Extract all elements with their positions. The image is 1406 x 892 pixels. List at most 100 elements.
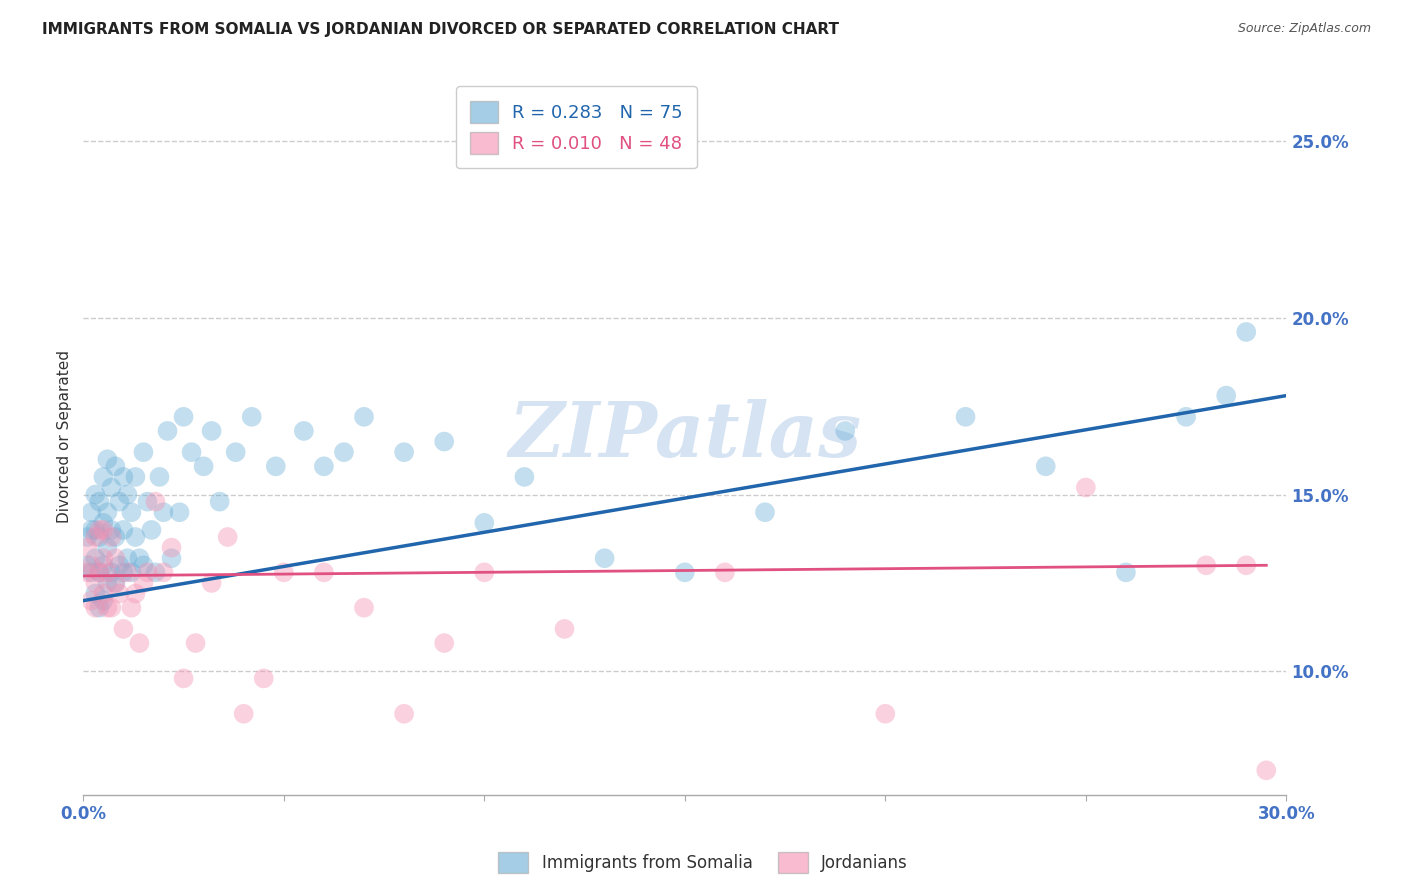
Point: [312, 566, 335, 580]
Text: ZIPatlas: ZIPatlas: [508, 400, 862, 474]
Point: [145, 494, 167, 508]
Point: [117, 487, 139, 501]
Point: [96, 505, 118, 519]
Point: [100, 523, 122, 537]
Point: [120, 566, 142, 580]
Legend: R = 0.283   N = 75, R = 0.010   N = 48: R = 0.283 N = 75, R = 0.010 N = 48: [456, 87, 697, 169]
Point: [84, 530, 107, 544]
Point: [100, 481, 122, 495]
Point: [93, 516, 115, 530]
Point: [84, 586, 107, 600]
Point: [120, 505, 142, 519]
Point: [89, 494, 111, 508]
Point: [112, 622, 135, 636]
Point: [156, 424, 179, 438]
Point: [513, 470, 536, 484]
Point: [93, 558, 115, 573]
Point: [80, 593, 103, 607]
Point: [173, 672, 195, 686]
Point: [128, 551, 150, 566]
Point: [108, 586, 131, 600]
Point: [84, 600, 107, 615]
Point: [96, 566, 118, 580]
Point: [104, 576, 127, 591]
Point: [160, 541, 183, 555]
Point: [93, 523, 115, 537]
Point: [240, 409, 263, 424]
Point: [433, 434, 456, 449]
Point: [136, 566, 159, 580]
Point: [673, 566, 696, 580]
Point: [141, 523, 163, 537]
Point: [217, 530, 239, 544]
Point: [104, 551, 127, 566]
Point: [173, 409, 195, 424]
Point: [132, 576, 155, 591]
Point: [353, 409, 375, 424]
Point: [292, 424, 315, 438]
Point: [232, 706, 254, 721]
Point: [193, 459, 215, 474]
Point: [100, 566, 122, 580]
Point: [89, 566, 111, 580]
Point: [201, 424, 224, 438]
Point: [148, 470, 170, 484]
Point: [1035, 459, 1057, 474]
Point: [132, 558, 155, 573]
Point: [76, 558, 98, 573]
Point: [80, 523, 103, 537]
Point: [136, 494, 159, 508]
Point: [89, 566, 111, 580]
Point: [96, 576, 118, 591]
Point: [76, 566, 98, 580]
Point: [108, 558, 131, 573]
Point: [93, 586, 115, 600]
Point: [472, 516, 495, 530]
Text: Source: ZipAtlas.com: Source: ZipAtlas.com: [1237, 22, 1371, 36]
Point: [132, 445, 155, 459]
Point: [593, 551, 616, 566]
Point: [84, 523, 107, 537]
Point: [152, 505, 174, 519]
Point: [353, 600, 375, 615]
Point: [96, 541, 118, 555]
Point: [169, 505, 191, 519]
Point: [80, 566, 103, 580]
Point: [120, 600, 142, 615]
Point: [152, 566, 174, 580]
Point: [100, 600, 122, 615]
Point: [1195, 558, 1218, 573]
Point: [184, 636, 207, 650]
Point: [124, 586, 146, 600]
Point: [875, 706, 897, 721]
Point: [333, 445, 356, 459]
Point: [208, 494, 231, 508]
Point: [553, 622, 575, 636]
Point: [128, 636, 150, 650]
Point: [201, 576, 224, 591]
Point: [160, 551, 183, 566]
Point: [84, 487, 107, 501]
Point: [112, 523, 135, 537]
Point: [96, 452, 118, 467]
Point: [1215, 388, 1237, 402]
Point: [1175, 409, 1198, 424]
Point: [1074, 481, 1097, 495]
Point: [117, 566, 139, 580]
Point: [955, 409, 977, 424]
Point: [112, 566, 135, 580]
Point: [433, 636, 456, 650]
Point: [89, 530, 111, 544]
Point: [80, 505, 103, 519]
Point: [253, 672, 276, 686]
Point: [108, 494, 131, 508]
Point: [312, 459, 335, 474]
Point: [76, 530, 98, 544]
Point: [225, 445, 247, 459]
Point: [89, 600, 111, 615]
Point: [84, 576, 107, 591]
Point: [104, 530, 127, 544]
Point: [112, 470, 135, 484]
Point: [84, 551, 107, 566]
Point: [392, 445, 415, 459]
